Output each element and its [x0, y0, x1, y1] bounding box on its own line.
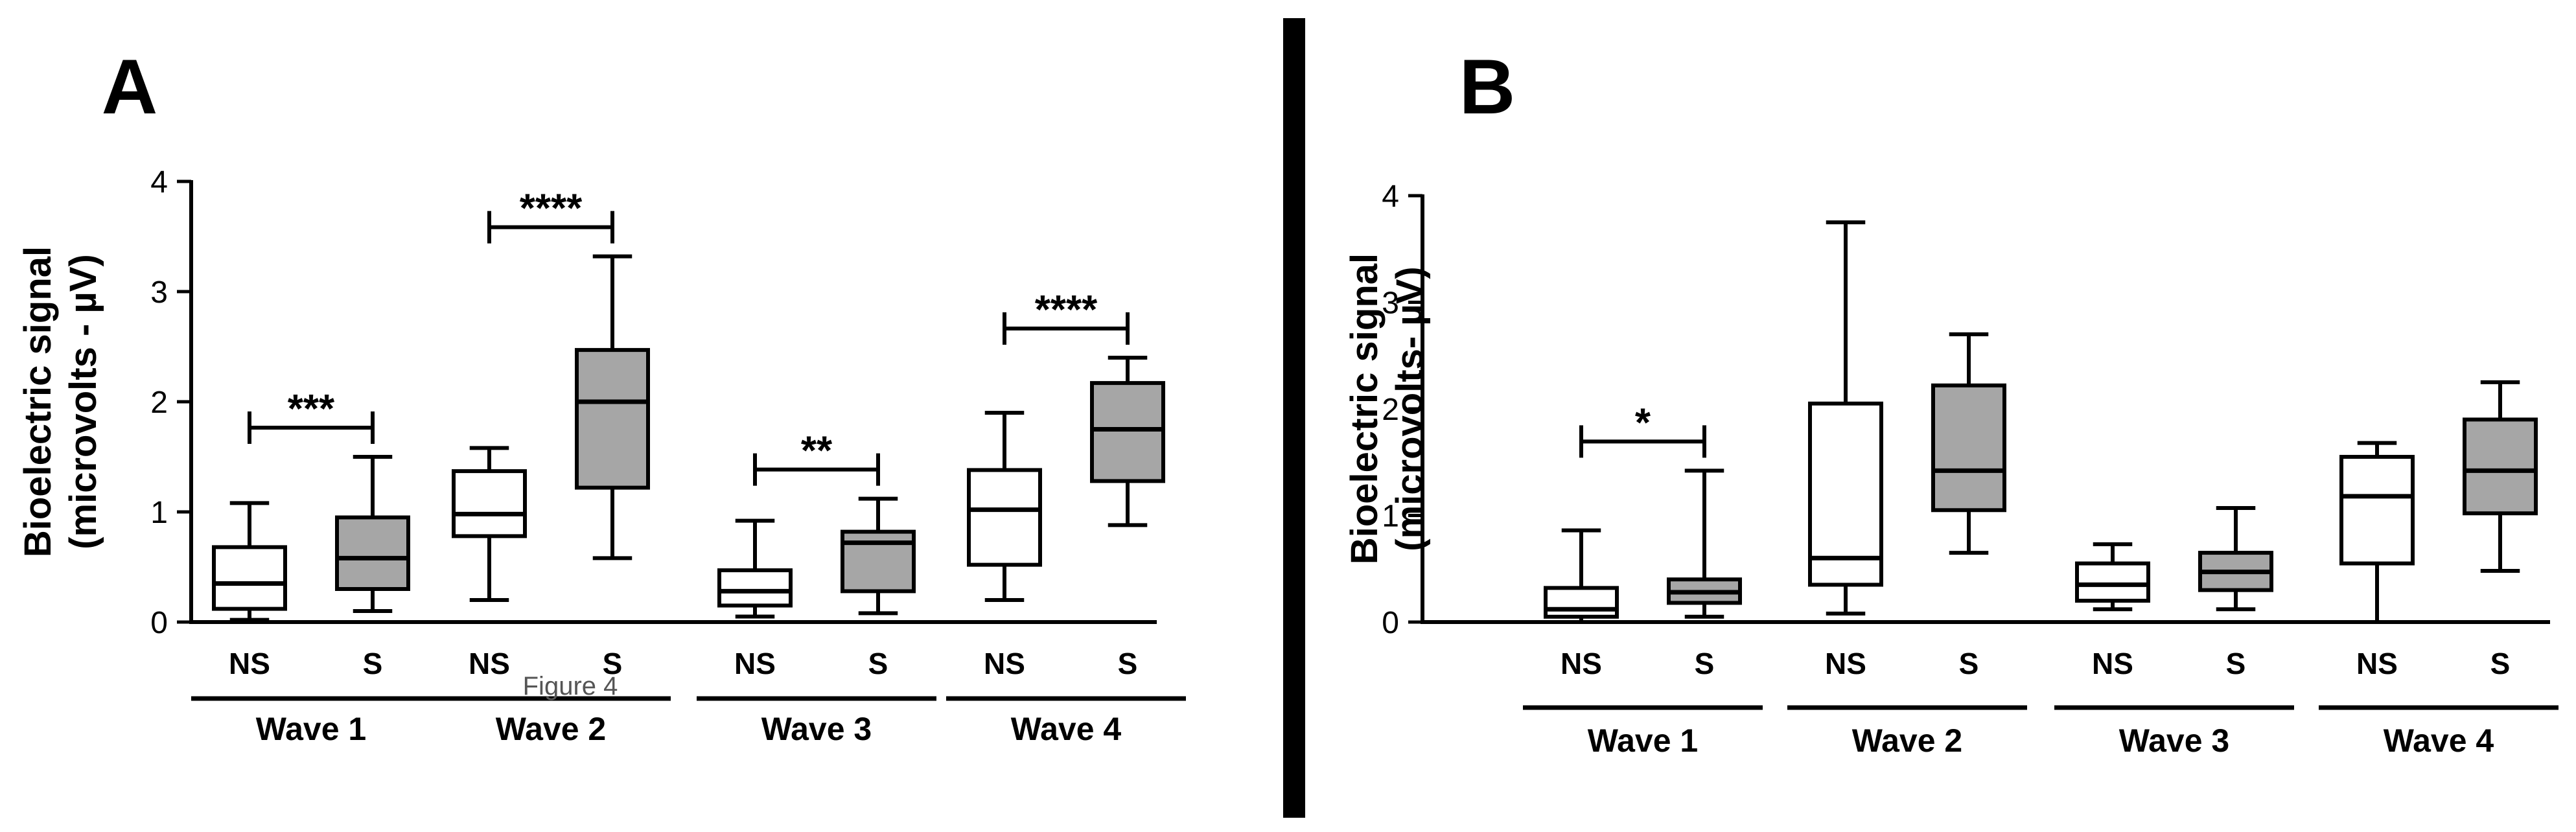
panel-label: B: [1459, 43, 1516, 130]
x-category-label: NS: [2092, 647, 2133, 680]
box-s: [2463, 417, 2538, 516]
significance-marker: **: [801, 429, 833, 474]
group-label: Wave 3: [2119, 722, 2229, 759]
x-category-label: S: [1118, 647, 1138, 680]
x-category-label: S: [603, 647, 623, 680]
box-ns: [1544, 586, 1619, 619]
box-ns: [1808, 401, 1883, 587]
box-ns: [212, 545, 287, 611]
box-s: [1090, 381, 1165, 483]
y-tick-label: 1: [1382, 500, 1399, 534]
x-category-label: NS: [1561, 647, 1602, 680]
box-ns: [717, 568, 793, 608]
box-ns: [2339, 455, 2415, 566]
y-tick-label: 2: [1382, 393, 1399, 427]
y-tick-label: 0: [150, 606, 168, 640]
x-category-label: S: [1695, 647, 1715, 680]
panel-label: A: [102, 43, 158, 130]
y-tick-label: 1: [150, 496, 168, 530]
box-ns: [452, 469, 527, 538]
box-ns: [967, 468, 1042, 567]
y-tick-label: 4: [1382, 179, 1399, 214]
figure-caption: Figure 4: [523, 672, 618, 700]
significance-marker: ***: [288, 387, 335, 432]
x-category-label: S: [1959, 647, 1979, 680]
x-category-label: NS: [229, 647, 270, 680]
group-label: Wave 2: [1852, 722, 1962, 759]
y-axis-title: Bioelectric signal: [1343, 253, 1386, 564]
group-label: Wave 1: [256, 711, 366, 747]
x-category-label: S: [2490, 647, 2511, 680]
significance-marker: *: [1635, 400, 1651, 445]
x-category-label: NS: [469, 647, 510, 680]
group-label: Wave 3: [761, 711, 872, 747]
x-category-label: NS: [1825, 647, 1866, 680]
x-category-label: S: [363, 647, 383, 680]
y-tick-label: 0: [1382, 606, 1399, 640]
y-tick-label: 2: [150, 386, 168, 420]
x-category-label: S: [2226, 647, 2246, 680]
y-tick-label: 3: [150, 275, 168, 310]
group-label: Wave 4: [2384, 722, 2494, 759]
y-axis-subtitle: (microvolts - µV): [62, 254, 104, 549]
x-category-label: S: [868, 647, 888, 680]
y-tick-label: 4: [150, 165, 168, 200]
x-category-label: NS: [2356, 647, 2398, 680]
group-label: Wave 2: [496, 711, 606, 747]
panel-a: A Bioelectric signal (microvolts - µV) 0 1 2 3…: [17, 43, 1186, 747]
significance-marker: ****: [520, 187, 583, 231]
y-axis-title: Bioelectric signal: [17, 246, 59, 557]
box-s: [335, 515, 410, 591]
y-tick-label: 3: [1382, 286, 1399, 321]
x-category-label: NS: [984, 647, 1025, 680]
box-ns: [2075, 561, 2150, 603]
significance-marker: ****: [1035, 288, 1098, 332]
group-label: Wave 4: [1011, 711, 1122, 747]
box-s: [1931, 383, 2006, 513]
group-label: Wave 1: [1588, 722, 1698, 759]
x-category-label: NS: [734, 647, 776, 680]
box-s: [575, 348, 650, 490]
